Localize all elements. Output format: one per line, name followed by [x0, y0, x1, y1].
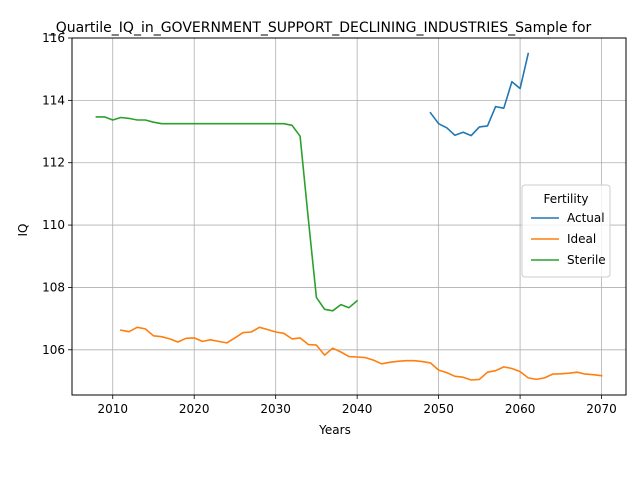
legend: Fertility Actual Ideal Sterile	[521, 184, 611, 278]
y-tick-label: 116	[42, 31, 65, 45]
series-line-sterile	[95, 116, 359, 312]
legend-label-sterile: Sterile	[567, 253, 606, 267]
x-axis-label: Years	[318, 423, 351, 437]
chart-title: _Quartile_IQ_in_GOVERNMENT_SUPPORT_DECLI…	[48, 20, 592, 36]
legend-title: Fertility	[543, 192, 588, 206]
legend-label-ideal: Ideal	[567, 232, 596, 246]
y-tick-label: 106	[42, 343, 65, 357]
legend-box	[521, 184, 611, 278]
x-tick-label: 2030	[260, 402, 291, 416]
y-tick-label: 110	[42, 218, 65, 232]
series-line-actual	[429, 52, 530, 137]
x-tick-label: 2070	[586, 402, 617, 416]
y-tick-label: 114	[42, 93, 65, 107]
series-line-ideal	[119, 326, 603, 381]
series-layer	[95, 52, 603, 381]
x-tick-label: 2040	[342, 402, 373, 416]
x-tick-label: 2060	[505, 402, 536, 416]
x-tick-label: 2020	[179, 402, 210, 416]
y-tick-label: 112	[42, 156, 65, 170]
axis-ticks: 2010 2020 2030 2040 2050 2060 2070 106 108 110 112…	[42, 31, 617, 416]
y-tick-label: 108	[42, 280, 65, 294]
plot-frame	[71, 37, 627, 396]
y-axis-label: IQ	[16, 224, 30, 237]
x-tick-label: 2010	[97, 402, 128, 416]
x-tick-label: 2050	[423, 402, 454, 416]
legend-label-actual: Actual	[567, 211, 605, 225]
